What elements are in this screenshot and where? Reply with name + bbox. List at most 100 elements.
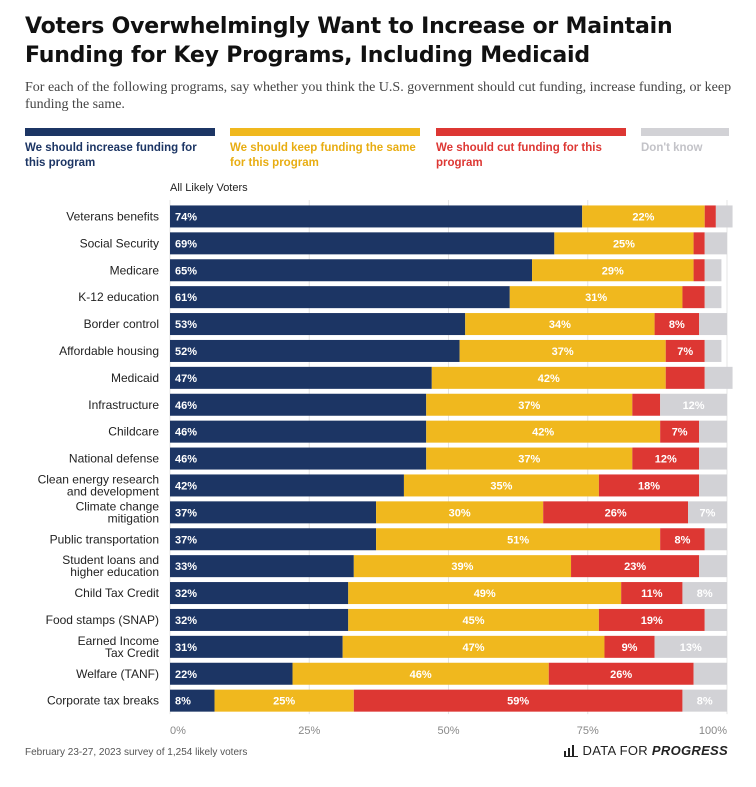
bar-segment-keep — [532, 259, 694, 282]
category-label: Public transportation — [50, 532, 159, 546]
bar-segment-increase — [170, 501, 377, 524]
bar-segment-cut — [665, 339, 705, 362]
x-tick-label: 0% — [170, 725, 186, 737]
bar-segment-dontknow — [704, 366, 733, 389]
data-label-increase: 32% — [175, 615, 197, 627]
bar-segment-cut — [621, 582, 683, 605]
legend-swatch-increase — [25, 128, 215, 136]
data-label-cut: 7% — [672, 427, 688, 439]
category-label-line: National defense — [69, 452, 159, 466]
data-label-keep: 47% — [463, 642, 485, 654]
data-label-keep: 25% — [613, 238, 635, 250]
data-label-increase: 52% — [175, 346, 197, 358]
brand-text-bold: PROGRESS — [651, 743, 728, 758]
category-label: Welfare (TANF) — [76, 667, 159, 681]
bar-segment-keep — [348, 608, 599, 631]
bar-segment-keep — [509, 286, 683, 309]
data-label-increase: 46% — [175, 427, 197, 439]
data-label-keep: 42% — [532, 427, 554, 439]
category-label-line: Food stamps (SNAP) — [46, 613, 159, 627]
bar-segment-keep — [348, 582, 622, 605]
data-label-keep: 31% — [585, 292, 607, 304]
category-label: Veterans benefits — [66, 209, 159, 223]
bar-segment-cut — [543, 501, 689, 524]
category-label: Infrastructure — [88, 398, 159, 412]
bar-segment-cut — [704, 205, 716, 228]
bar-segment-increase — [170, 420, 427, 443]
data-label-keep: 46% — [410, 669, 432, 681]
bar-segment-cut — [548, 662, 694, 685]
bar-segment-dontknow — [704, 286, 722, 309]
category-label-line: Climate change — [76, 499, 160, 513]
category-label: Student loans and higher education — [62, 553, 159, 579]
data-label-cut: 18% — [638, 480, 660, 492]
data-label-increase: 74% — [175, 211, 197, 223]
bar-segment-keep — [403, 474, 599, 497]
data-label-dontknow: 8% — [697, 588, 713, 600]
data-label-increase: 53% — [175, 319, 197, 331]
category-label-line: Border control — [84, 317, 159, 331]
bar-segment-keep — [582, 205, 705, 228]
data-label-keep: 30% — [449, 507, 471, 519]
bar-segment-cut — [632, 393, 661, 416]
bar-segment-increase — [170, 313, 466, 336]
data-label-keep: 45% — [463, 615, 485, 627]
legend-item-keep: We should keep funding the same for this… — [230, 128, 420, 171]
category-label: Corporate tax breaks — [47, 694, 159, 708]
chart-title: Voters Overwhelmingly Want to Increase o… — [25, 14, 673, 68]
category-label: Earned Income Tax Credit — [78, 634, 160, 660]
chart-subtitle: For each of the following programs, say … — [25, 80, 732, 112]
data-label-increase: 61% — [175, 292, 197, 304]
bar-segment-increase — [170, 339, 460, 362]
category-label-line: Clean energy research — [38, 472, 159, 486]
category-label-line: Medicare — [110, 263, 160, 277]
data-label-increase: 37% — [175, 534, 197, 546]
bar-segment-cut — [665, 366, 705, 389]
category-label: National defense — [69, 452, 159, 466]
bar-segment-dontknow — [693, 662, 727, 685]
bar-segment-cut — [571, 555, 700, 578]
x-tick-label: 75% — [577, 725, 599, 737]
category-label-line: Affordable housing — [59, 344, 159, 358]
data-label-keep: 37% — [518, 454, 540, 466]
bar-segment-dontknow — [699, 555, 727, 578]
category-label: Affordable housing — [59, 344, 159, 358]
bar-segment-dontknow — [654, 635, 727, 658]
brand-logo: DATA FOR PROGRESS — [563, 743, 728, 758]
x-tick-label: 50% — [437, 725, 459, 737]
bar-chart-icon — [563, 744, 578, 757]
bar-segment-cut — [693, 259, 705, 282]
bar-segment-dontknow — [688, 501, 727, 524]
data-label-keep: 49% — [474, 588, 496, 600]
data-label-cut: 9% — [622, 642, 638, 654]
brand-text-plain: DATA FOR — [582, 743, 652, 758]
bar-segment-increase — [170, 474, 404, 497]
category-label-line: Veterans benefits — [66, 209, 159, 223]
bar-segment-cut — [604, 635, 655, 658]
data-label-keep: 34% — [549, 319, 571, 331]
bar-segment-dontknow — [704, 608, 727, 631]
data-label-increase: 8% — [175, 696, 191, 708]
data-label-cut: 11% — [641, 588, 663, 600]
data-label-increase: 32% — [175, 588, 197, 600]
category-label-line: Social Security — [80, 236, 159, 250]
category-label-line: K-12 education — [78, 290, 159, 304]
data-label-keep: 22% — [632, 211, 654, 223]
bar-segment-increase — [170, 366, 432, 389]
legend-swatch-cut — [436, 128, 626, 136]
bar-segment-keep — [426, 420, 661, 443]
bar-segment-cut — [353, 689, 683, 712]
bar-segment-cut — [632, 447, 700, 470]
data-label-dontknow: 13% — [680, 642, 702, 654]
category-label: Climate change mitigation — [76, 499, 160, 525]
data-label-increase: 69% — [175, 238, 197, 250]
legend-label-dontknow: Don't know — [641, 142, 703, 154]
legend-swatch-dontknow — [641, 128, 729, 136]
bar-segment-increase — [170, 447, 427, 470]
bar-segment-dontknow — [699, 420, 727, 443]
data-label-cut: 8% — [674, 534, 690, 546]
category-label-line: Infrastructure — [88, 398, 159, 412]
bar-segment-increase — [170, 689, 215, 712]
category-label-line: Student loans and — [62, 553, 159, 567]
data-label-cut: 12% — [655, 454, 677, 466]
